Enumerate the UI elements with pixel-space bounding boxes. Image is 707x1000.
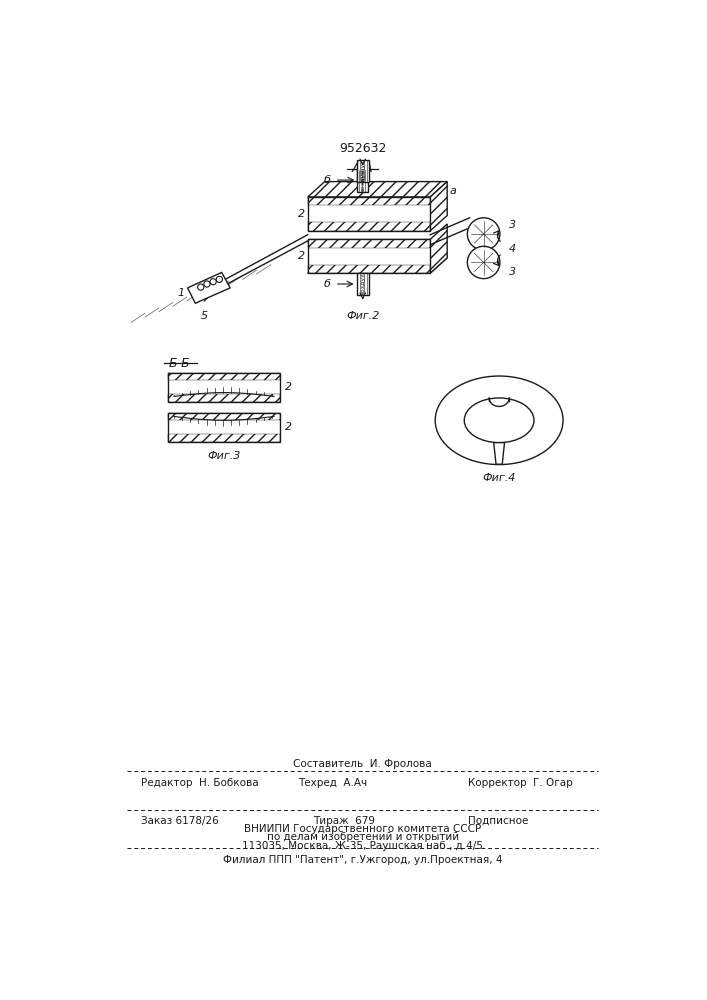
- Text: Фиг.4: Фиг.4: [482, 473, 516, 483]
- Text: б: б: [324, 279, 330, 289]
- Polygon shape: [308, 258, 448, 273]
- Polygon shape: [187, 272, 230, 303]
- Text: 1: 1: [178, 288, 185, 298]
- Text: Б-Б: Б-Б: [169, 357, 191, 370]
- Bar: [168, 434, 280, 442]
- Text: 5: 5: [201, 311, 208, 321]
- Circle shape: [204, 281, 210, 287]
- Text: воздух: воздух: [361, 273, 366, 295]
- Polygon shape: [430, 224, 448, 273]
- Text: Тираж  679: Тираж 679: [313, 816, 375, 826]
- Bar: [168, 373, 280, 380]
- Text: Редактор  Н. Бобкова: Редактор Н. Бобкова: [141, 778, 259, 788]
- Bar: [168, 413, 280, 442]
- Circle shape: [216, 276, 223, 282]
- Bar: [356, 160, 369, 182]
- Text: Составитель  И. Фролова: Составитель И. Фролова: [293, 759, 432, 769]
- Bar: [168, 373, 280, 402]
- Bar: [308, 197, 430, 231]
- Text: Подписное: Подписное: [468, 816, 529, 826]
- Text: а: а: [450, 186, 457, 196]
- Text: по делам изобретений и открытий: по делам изобретений и открытий: [267, 832, 459, 842]
- Polygon shape: [493, 443, 505, 464]
- Bar: [308, 197, 430, 205]
- Circle shape: [467, 218, 500, 250]
- Circle shape: [210, 279, 216, 285]
- Text: 2: 2: [285, 422, 292, 432]
- Text: 2: 2: [298, 251, 305, 261]
- Text: воздух: воздух: [361, 159, 366, 182]
- Text: 2: 2: [285, 382, 292, 392]
- Polygon shape: [308, 182, 448, 197]
- Ellipse shape: [464, 398, 534, 443]
- Polygon shape: [430, 182, 448, 231]
- Bar: [308, 265, 430, 273]
- Text: 952632: 952632: [339, 142, 387, 155]
- Text: 3: 3: [509, 267, 516, 277]
- Text: Корректор  Г. Огар: Корректор Г. Огар: [468, 778, 573, 788]
- Circle shape: [198, 284, 204, 290]
- Text: Заказ 6178/26: Заказ 6178/26: [141, 816, 219, 826]
- Text: Фиг.3: Фиг.3: [207, 451, 240, 461]
- Text: Фиг.2: Фиг.2: [346, 311, 380, 321]
- Bar: [308, 222, 430, 231]
- Text: 2: 2: [298, 209, 305, 219]
- Bar: [168, 394, 280, 402]
- Text: А-А: А-А: [352, 162, 373, 175]
- Bar: [168, 413, 280, 420]
- Text: ВНИИПИ Государственного комитета СССР: ВНИИПИ Государственного комитета СССР: [244, 824, 481, 834]
- Bar: [308, 239, 430, 248]
- Text: Техред  А.Ач: Техред А.Ач: [298, 778, 367, 788]
- Text: 113035, Москва, Ж-35, Раушская наб., д.4/5: 113035, Москва, Ж-35, Раушская наб., д.4…: [243, 841, 483, 851]
- Text: 3: 3: [509, 220, 516, 230]
- Text: б: б: [324, 175, 330, 185]
- Text: Филиал ППП "Патент", г.Ужгород, ул.Проектная, 4: Филиал ППП "Патент", г.Ужгород, ул.Проек…: [223, 855, 503, 865]
- Text: 4: 4: [509, 244, 516, 254]
- Bar: [357, 170, 368, 192]
- Ellipse shape: [436, 376, 563, 465]
- Bar: [308, 239, 430, 273]
- Bar: [356, 273, 369, 295]
- Text: воздух: воздух: [361, 169, 366, 192]
- Circle shape: [467, 246, 500, 279]
